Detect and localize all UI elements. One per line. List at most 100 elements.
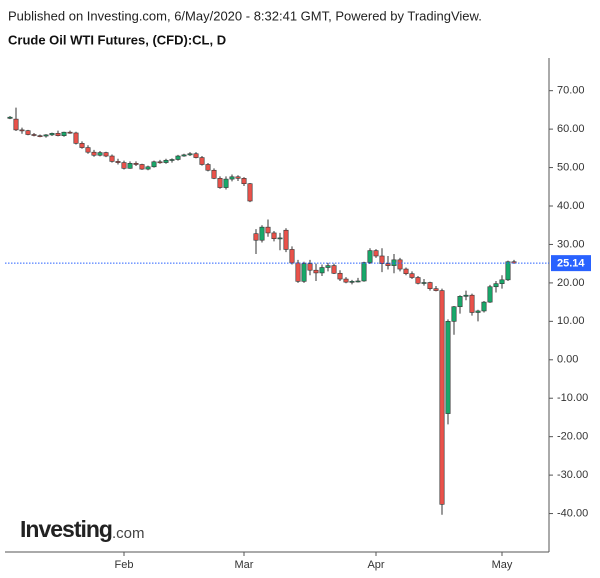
candle-body [49,133,55,136]
candle-body [115,161,121,163]
candle-body [343,278,349,283]
candle-body [37,135,43,137]
candle-body [259,226,265,241]
candle-body [439,290,445,505]
candle-body [253,233,259,241]
candle-body [337,272,343,280]
candle-body [433,288,439,291]
candle-body [487,286,493,303]
candle-body [241,178,247,185]
y-tick-label: 0.00 [557,354,578,366]
candle-body [61,131,67,136]
x-tick-label: May [492,559,513,571]
y-tick-label: 60.00 [557,123,585,135]
candle-body [31,134,37,136]
y-tick-label: -20.00 [557,431,588,443]
candle-body [109,155,115,162]
candle-body [175,155,181,160]
candle-body [445,321,451,414]
y-tick-label: 40.00 [557,200,585,212]
chart-title: Crude Oil WTI Futures, (CFD):CL, D [8,32,226,47]
candle-body [289,249,295,264]
y-tick-label: 30.00 [557,238,585,250]
candle-body [73,132,79,144]
candle-body [229,176,235,180]
candle-body [277,237,283,240]
candle-body [91,151,97,156]
candle-body [283,229,289,250]
y-tick-label: -30.00 [557,469,588,481]
candle-body [271,232,277,239]
candle-body [511,261,517,264]
x-tick-label: Feb [115,559,134,571]
logo-main: Investing [20,516,112,542]
candle-body [265,226,271,234]
candle-body [217,178,223,188]
candle-body [505,261,511,281]
candle-body [457,296,463,308]
y-tick-label: 20.00 [557,277,585,289]
candle-body [427,282,433,289]
candle-body [355,280,361,283]
candle-body [25,130,31,135]
x-tick-label: Mar [235,559,254,571]
candle-body [325,265,331,268]
candle-body [367,250,373,263]
candle-body [85,147,91,153]
candle-body [97,152,103,156]
candle-body [481,301,487,312]
candle-body [475,310,481,313]
candle-body [205,164,211,171]
candle-body [301,263,307,282]
candle-body [127,163,133,169]
candle-body [223,178,229,188]
candle-body [43,134,49,137]
candle-body [361,262,367,282]
candle-body [385,263,391,266]
candle-body [19,129,25,132]
candle-body [193,153,199,158]
candle-body [421,282,427,284]
candle-body [187,153,193,156]
last-price-box [551,255,591,272]
y-tick-label: -10.00 [557,392,588,404]
candle-body [349,281,355,283]
candle-body [103,152,109,157]
candle-body [313,269,319,274]
logo-suffix: .com [112,525,145,542]
candle-body [331,265,337,274]
candle-body [247,183,253,202]
candle-body [181,154,187,157]
candle-body [403,268,409,274]
candle-body [373,250,379,257]
candle-body [415,277,421,284]
last-price-label: 25.14 [557,258,585,270]
candle-body [307,263,313,271]
candle-body [13,118,19,131]
candle-body [469,294,475,313]
candle-body [157,161,163,164]
candle-body [295,262,301,282]
candle-body [397,259,403,270]
candle-body [79,143,85,148]
y-tick-label: 70.00 [557,85,585,97]
candle-body [121,162,127,169]
candle-body [409,273,415,278]
candle-body [451,306,457,322]
candle-body [55,133,61,136]
y-tick-label: 10.00 [557,315,585,327]
candle-body [235,176,241,179]
published-note: Published on Investing.com, 6/May/2020 -… [8,8,482,23]
candle-body [169,159,175,161]
candle-body [139,164,145,170]
candle-body [211,169,217,179]
candle-body [199,157,205,165]
candle-body [319,267,325,274]
candle-body [145,166,151,170]
candle-body [463,294,469,297]
candle-body [493,283,499,288]
candle-body [133,163,139,165]
candle-body [379,255,385,264]
candle-body [7,116,13,119]
